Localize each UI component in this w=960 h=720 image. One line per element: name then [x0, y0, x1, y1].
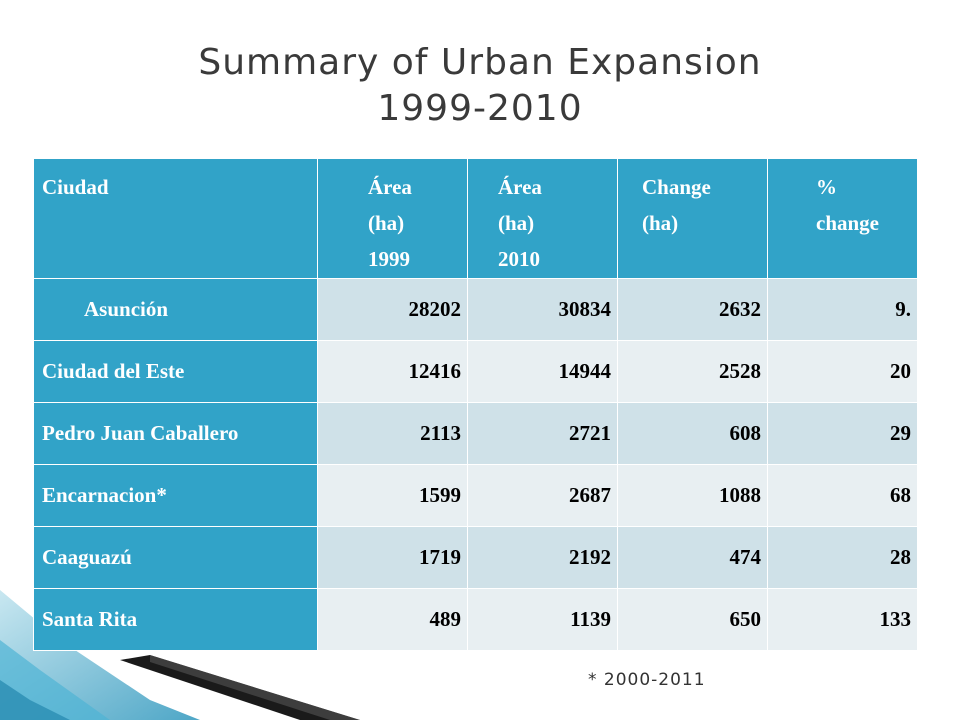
area-1999: 2113 — [317, 402, 468, 465]
area-2010: 14944 — [467, 340, 618, 403]
footnote: * 2000-2011 — [588, 670, 706, 690]
percent-change: 133 — [767, 588, 918, 651]
title-line-1: Summary of Urban Expansion — [198, 42, 762, 83]
city-name: Asunción — [33, 278, 318, 341]
area-1999: 1599 — [317, 464, 468, 527]
area-2010: 30834 — [467, 278, 618, 341]
area-2010: 2721 — [467, 402, 618, 465]
area-1999: 12416 — [317, 340, 468, 403]
title-line-2: 1999-2010 — [377, 88, 583, 129]
table-header-row: Ciudad Área (ha) 1999 Área (ha) 2010 Cha… — [33, 158, 918, 279]
urban-expansion-table: Ciudad Área (ha) 1999 Área (ha) 2010 Cha… — [33, 158, 918, 651]
table-row: Santa Rita 489 1139 650 133 — [33, 588, 918, 651]
change-ha: 474 — [617, 526, 768, 589]
area-1999: 28202 — [317, 278, 468, 341]
header-ciudad: Ciudad — [33, 158, 318, 279]
area-2010: 2687 — [467, 464, 618, 527]
city-name: Encarnacion* — [33, 464, 318, 527]
change-ha: 608 — [617, 402, 768, 465]
header-change: Change (ha) — [617, 158, 768, 279]
city-name: Ciudad del Este — [33, 340, 318, 403]
area-2010: 1139 — [467, 588, 618, 651]
city-name: Caaguazú — [33, 526, 318, 589]
percent-change: 20 — [767, 340, 918, 403]
header-area-1999: Área (ha) 1999 — [317, 158, 468, 279]
table-row: Caaguazú 1719 2192 474 28 — [33, 526, 918, 589]
change-ha: 650 — [617, 588, 768, 651]
area-2010: 2192 — [467, 526, 618, 589]
city-name: Pedro Juan Caballero — [33, 402, 318, 465]
change-ha: 2632 — [617, 278, 768, 341]
table-row: Asunción 28202 30834 2632 9. — [33, 278, 918, 341]
percent-change: 28 — [767, 526, 918, 589]
area-1999: 489 — [317, 588, 468, 651]
table-row: Ciudad del Este 12416 14944 2528 20 — [33, 340, 918, 403]
percent-change: 9. — [767, 278, 918, 341]
slide-title: Summary of Urban Expansion 1999-2010 — [0, 40, 960, 132]
change-ha: 1088 — [617, 464, 768, 527]
change-ha: 2528 — [617, 340, 768, 403]
header-percent-change: % change — [767, 158, 918, 279]
table-row: Encarnacion* 1599 2687 1088 68 — [33, 464, 918, 527]
header-area-2010: Área (ha) 2010 — [467, 158, 618, 279]
area-1999: 1719 — [317, 526, 468, 589]
city-name: Santa Rita — [33, 588, 318, 651]
percent-change: 29 — [767, 402, 918, 465]
percent-change: 68 — [767, 464, 918, 527]
table-row: Pedro Juan Caballero 2113 2721 608 29 — [33, 402, 918, 465]
